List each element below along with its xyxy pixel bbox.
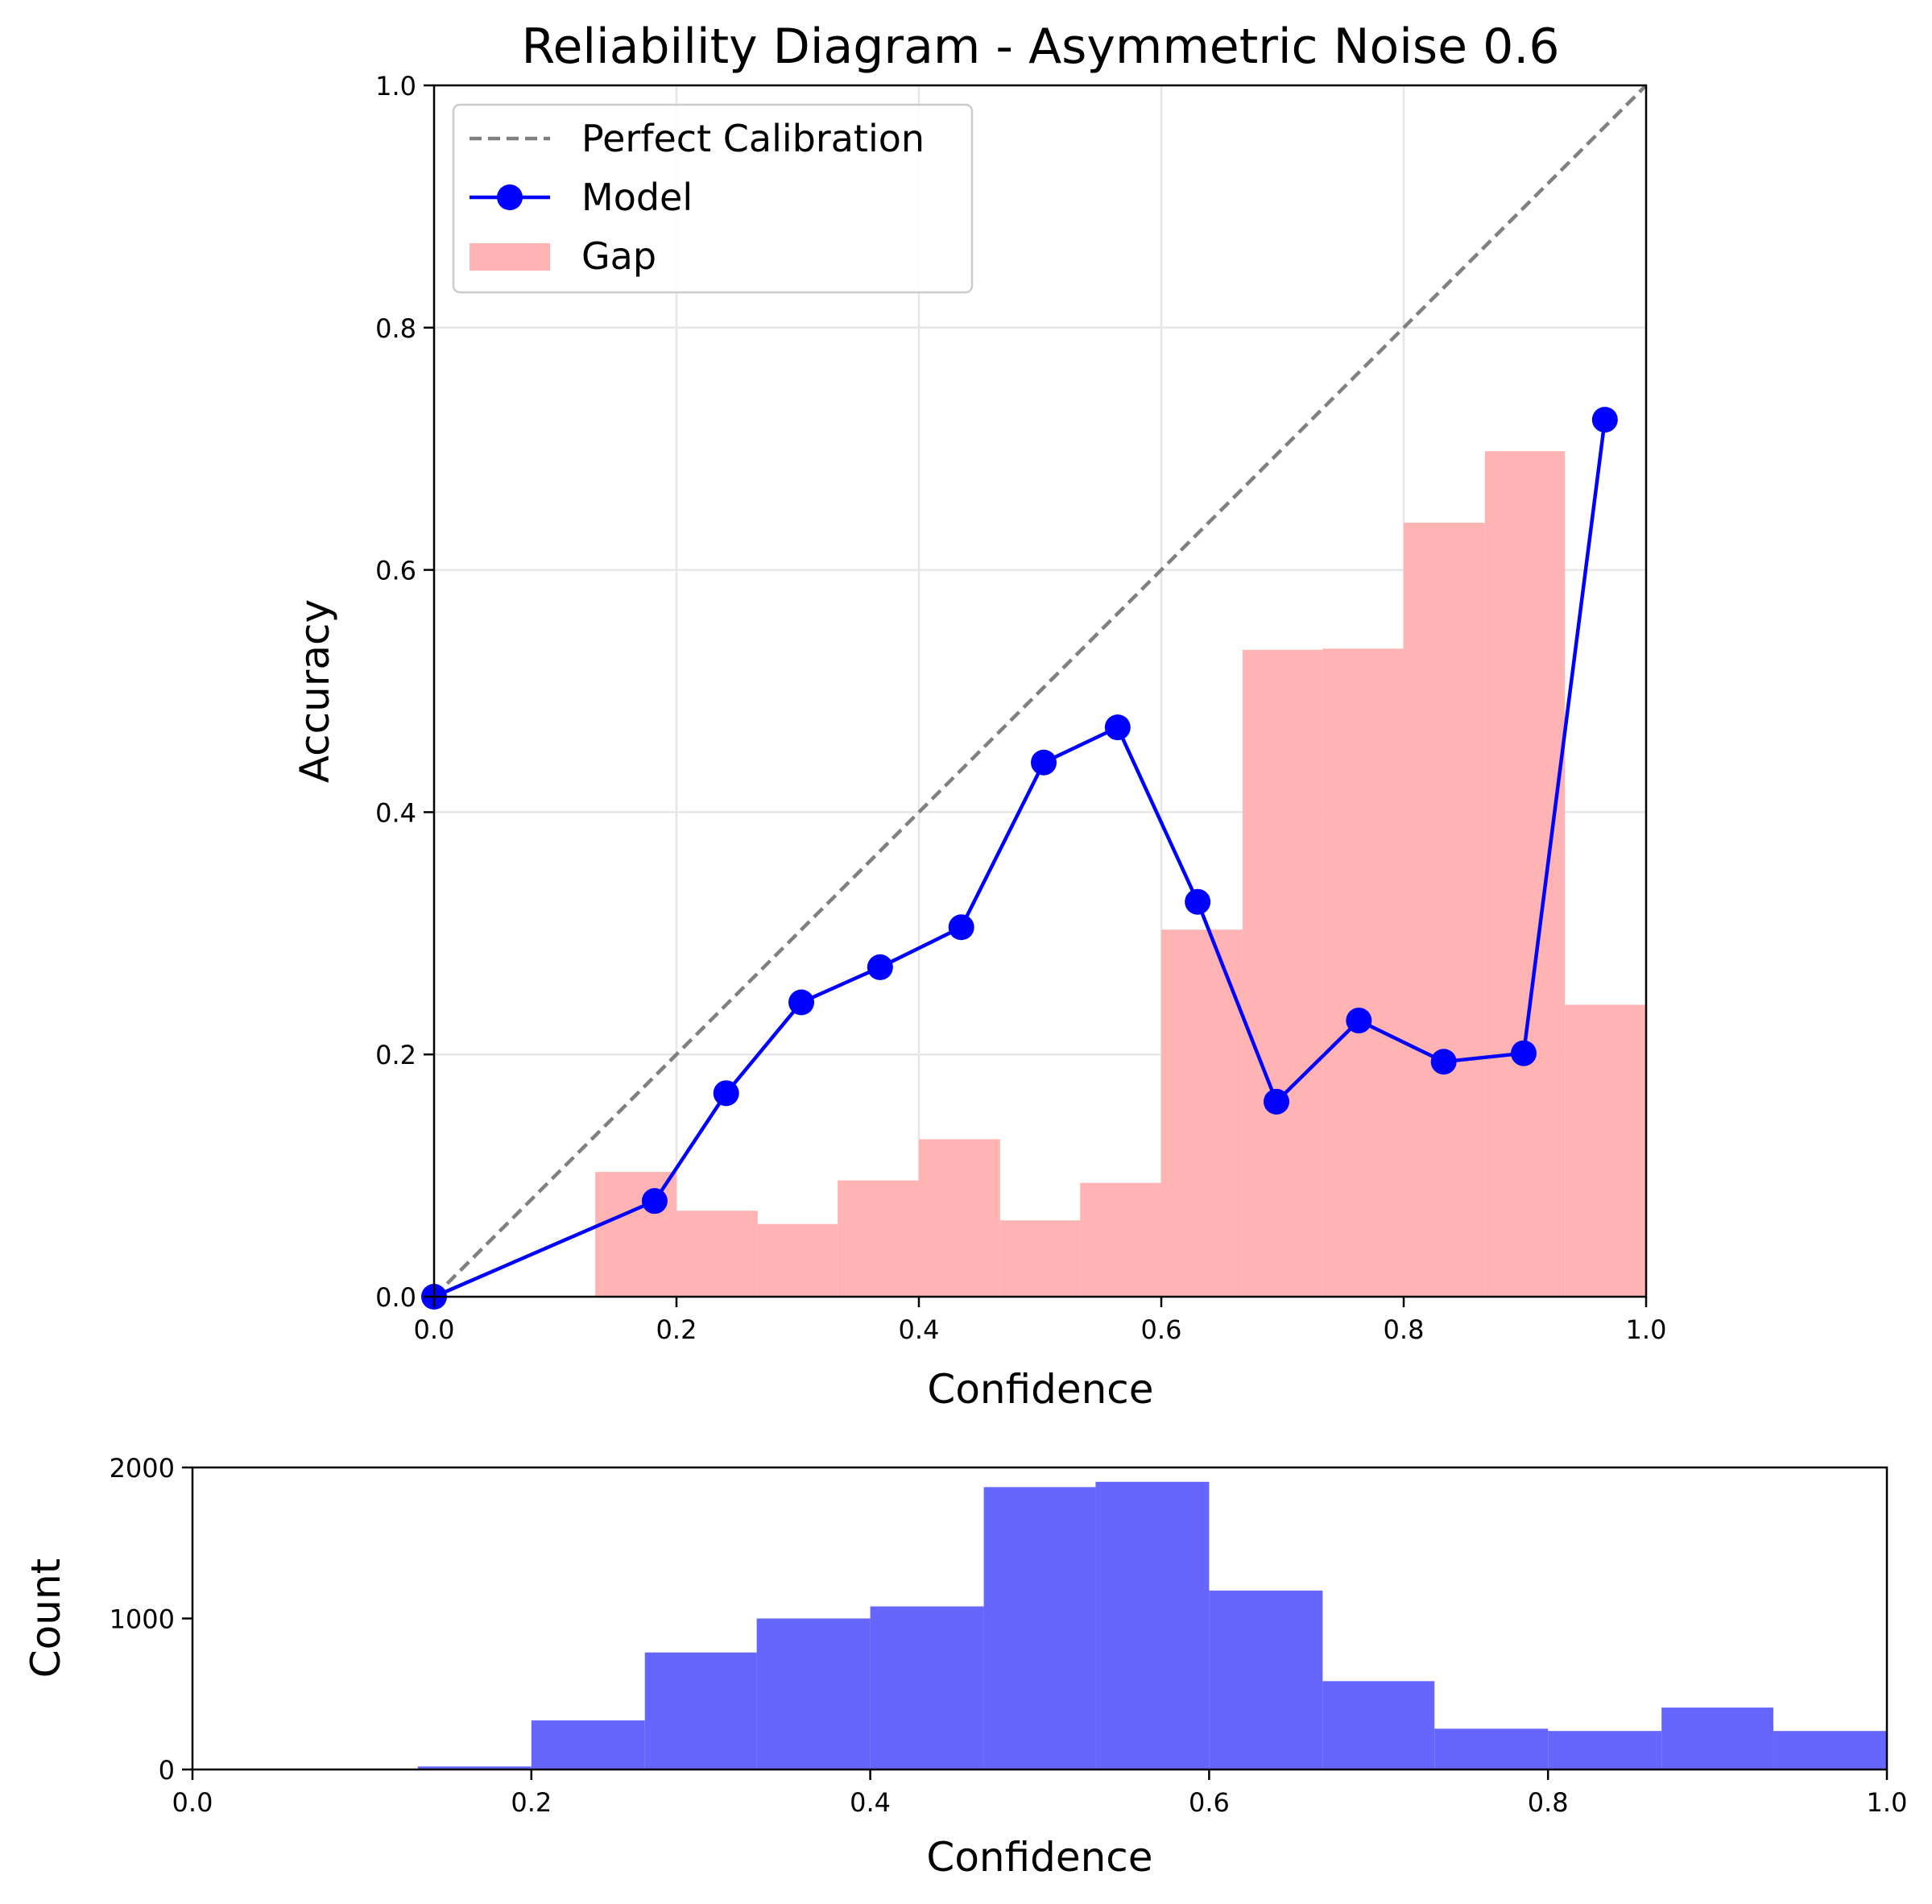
y-tick-label: 0.0 — [375, 1282, 416, 1313]
reliability-x-axis-label: Confidence — [927, 1366, 1153, 1413]
gap-bar — [1404, 522, 1485, 1297]
count-bar — [1548, 1731, 1662, 1769]
reliability-plot: Reliability Diagram - Asymmetric Noise 0… — [292, 19, 1666, 1413]
x-tick-label: 1.0 — [1626, 1314, 1667, 1345]
reliability-x-ticks: 0.0 0.2 0.4 0.6 0.8 1.0 — [414, 1297, 1667, 1345]
model-point — [788, 989, 815, 1016]
model-line — [433, 419, 1607, 1299]
x-tick-label: 0.4 — [899, 1314, 940, 1345]
histogram-x-ticks: 0.0 0.2 0.4 0.6 0.8 1.0 — [172, 1769, 1908, 1818]
y-tick-label: 0.2 — [375, 1040, 416, 1070]
legend-perfect-calibration-label: Perfect Calibration — [581, 117, 925, 160]
legend: Perfect Calibration Model Gap — [452, 103, 974, 294]
count-bar — [1773, 1731, 1887, 1769]
gap-bar — [1161, 929, 1243, 1297]
count-bar — [1095, 1481, 1210, 1769]
count-bar — [1661, 1707, 1774, 1769]
y-tick-label: 1000 — [110, 1604, 175, 1635]
perfect-calibration-line — [432, 84, 1648, 1298]
count-bar — [1209, 1590, 1323, 1769]
y-tick-label: 0 — [159, 1755, 175, 1786]
gap-bar — [676, 1211, 758, 1297]
legend-model-marker — [497, 184, 523, 210]
model-point — [1591, 407, 1618, 433]
reliability-y-ticks: 0.0 0.2 0.4 0.6 0.8 1.0 — [375, 71, 434, 1313]
count-bar — [644, 1652, 757, 1769]
count-bar — [756, 1618, 871, 1769]
x-tick-label: 0.2 — [511, 1787, 552, 1818]
count-bar — [983, 1487, 1096, 1769]
x-tick-label: 0.6 — [1141, 1314, 1182, 1345]
gap-bar — [1565, 1004, 1646, 1297]
y-tick-label: 0.4 — [375, 797, 416, 828]
legend-model-label: Model — [581, 176, 693, 219]
model-point — [1430, 1049, 1457, 1075]
x-tick-label: 0.0 — [414, 1314, 455, 1345]
histogram-y-axis-label: Count — [23, 1558, 69, 1678]
histogram-x-axis-label: Confidence — [926, 1834, 1152, 1881]
x-tick-label: 0.8 — [1384, 1314, 1425, 1345]
legend-gap-label: Gap — [581, 234, 656, 278]
model-point — [1263, 1088, 1289, 1115]
count-bar — [1434, 1728, 1549, 1769]
model-point — [1104, 714, 1131, 741]
reliability-y-axis-label: Accuracy — [292, 599, 338, 783]
model-point — [948, 914, 974, 941]
x-tick-label: 0.2 — [656, 1314, 697, 1345]
model-point — [1346, 1008, 1372, 1034]
histogram-y-ticks: 0 1000 2000 — [110, 1453, 192, 1786]
y-tick-label: 0.8 — [375, 313, 416, 344]
x-tick-label: 0.4 — [850, 1787, 891, 1818]
legend-gap-swatch — [470, 243, 550, 271]
model-point — [1510, 1040, 1537, 1066]
y-tick-label: 2000 — [110, 1453, 175, 1484]
x-tick-label: 0.6 — [1189, 1787, 1230, 1818]
gap-bar — [1322, 648, 1404, 1297]
reliability-axes-frame — [432, 84, 1648, 1298]
gap-bar — [1080, 1182, 1161, 1297]
model-point — [1185, 888, 1211, 915]
gap-bar — [595, 1172, 676, 1297]
y-tick-label: 1.0 — [375, 71, 416, 101]
count-bars — [417, 1481, 1887, 1769]
model-point — [1031, 749, 1057, 776]
count-bar — [531, 1720, 645, 1769]
count-bar — [1322, 1681, 1435, 1769]
count-bar — [870, 1606, 984, 1769]
count-bar — [417, 1766, 532, 1769]
model-point — [641, 1188, 668, 1215]
legend-frame — [452, 103, 974, 294]
gap-bar — [919, 1139, 1000, 1297]
gap-bar — [1484, 451, 1566, 1297]
gap-bar — [999, 1220, 1081, 1297]
gap-bar — [838, 1180, 919, 1297]
x-tick-label: 0.0 — [172, 1787, 213, 1818]
gap-bars — [595, 451, 1646, 1297]
x-tick-label: 0.8 — [1528, 1787, 1569, 1818]
y-tick-label: 0.6 — [375, 556, 416, 586]
model-points — [421, 407, 1618, 1310]
gap-bar — [757, 1223, 838, 1297]
model-point — [713, 1080, 739, 1107]
model-point — [867, 954, 893, 980]
reliability-title: Reliability Diagram - Asymmetric Noise 0… — [521, 19, 1559, 75]
gap-bar — [1242, 649, 1323, 1297]
x-tick-label: 1.0 — [1867, 1787, 1908, 1818]
